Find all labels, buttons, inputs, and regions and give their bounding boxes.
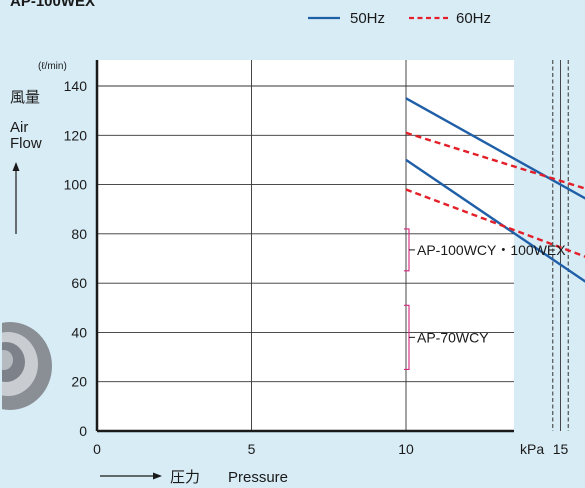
- y-tick-labels: 0 20 40 60 80 100 120 140: [64, 78, 88, 439]
- y-tick-label-140: 140: [64, 78, 88, 94]
- x-tick-labels: 0510152025: [93, 441, 569, 457]
- x-tick-label-15: 15: [553, 441, 569, 457]
- bracket-label-1: AP-70WCY: [417, 329, 489, 345]
- series-line-ap-100wcy-100wex-50hz: [405, 97, 585, 200]
- reference-lines: [552, 60, 569, 431]
- y-tick-label-80: 80: [71, 226, 87, 242]
- x-axis-arrow: [100, 472, 162, 480]
- legend-60hz-label: 60Hz: [456, 10, 491, 27]
- y-label-en-line1: Air: [10, 119, 28, 136]
- y-tick-label-60: 60: [71, 275, 87, 291]
- x-unit-label: kPa: [520, 441, 544, 457]
- y-tick-label-100: 100: [64, 177, 88, 193]
- y-label-jp: 風量: [10, 89, 40, 106]
- series-line-ap-100wcy-100wex-60hz: [405, 131, 585, 190]
- y-label-en-line2: Flow: [10, 135, 42, 152]
- x-tick-label-10: 10: [398, 441, 414, 457]
- series-lines: [405, 97, 585, 283]
- bracket-0: AP-100WCY・100WEX: [404, 228, 566, 272]
- y-tick-label-40: 40: [71, 324, 87, 340]
- y-unit-label: (ℓ/min): [38, 61, 67, 72]
- x-tick-label-5: 5: [248, 441, 256, 457]
- x-tick-label-0: 0: [93, 441, 101, 457]
- model-brackets: AP-100WCY・100WEX AP-70WCY: [404, 228, 566, 370]
- legend: 50Hz 60Hz: [308, 10, 491, 27]
- bracket-label-0: AP-100WCY・100WEX: [417, 242, 566, 258]
- y-tick-label-120: 120: [64, 127, 88, 143]
- series-line-ap-70wcy-50hz: [405, 158, 585, 283]
- hose-coil-image: [0, 318, 52, 418]
- plot-background: [97, 60, 514, 431]
- x-label-en: Pressure: [228, 469, 288, 486]
- y-axis-arrow: [12, 162, 20, 234]
- page-title: AP-100WEX: [10, 0, 95, 10]
- y-tick-label-20: 20: [71, 374, 87, 390]
- bracket-1: AP-70WCY: [404, 304, 489, 370]
- series-line-ap-70wcy-60hz: [405, 188, 585, 258]
- x-label-jp: 圧力: [170, 469, 200, 486]
- legend-50hz-label: 50Hz: [350, 10, 385, 27]
- y-tick-label-0: 0: [79, 423, 87, 439]
